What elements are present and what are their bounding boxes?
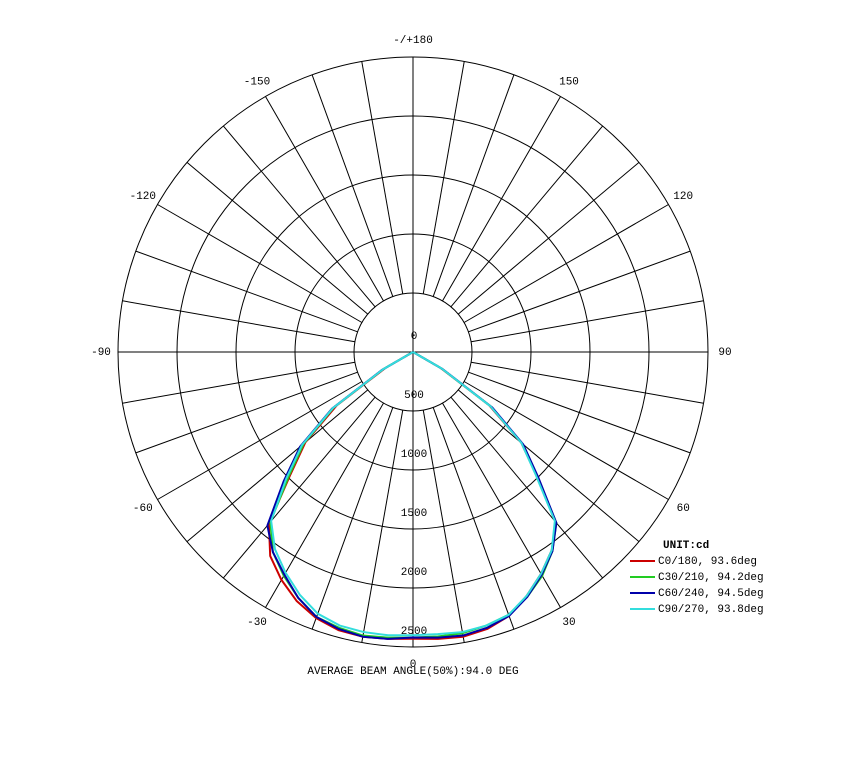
spoke-line	[450, 396, 604, 579]
theta-tick-label: -120	[130, 191, 156, 203]
spoke-line	[361, 61, 404, 294]
spoke-line	[186, 161, 369, 315]
spoke-line	[457, 389, 640, 543]
caption: AVERAGE BEAM ANGLE(50%):94.0 DEG	[307, 666, 518, 678]
spoke-line	[135, 371, 358, 454]
spoke-line	[186, 389, 369, 543]
spoke-line	[463, 381, 669, 500]
spoke-line	[311, 407, 394, 630]
spoke-line	[222, 396, 376, 579]
spoke-line	[157, 381, 363, 500]
spoke-line	[265, 96, 384, 302]
legend-label: C0/180, 93.6deg	[658, 556, 757, 568]
spoke-line	[471, 300, 704, 343]
theta-tick-label: 90	[718, 347, 731, 359]
spoke-line	[471, 361, 704, 404]
theta-tick-label: -30	[247, 617, 267, 629]
spoke-line	[311, 74, 394, 297]
spoke-line	[122, 361, 355, 404]
spoke-line	[468, 371, 691, 454]
spoke-line	[450, 125, 604, 308]
spoke-line	[432, 74, 515, 297]
r-tick-label: 500	[404, 390, 424, 402]
spoke-line	[265, 402, 384, 608]
legend-title: UNIT:cd	[663, 540, 709, 552]
theta-tick-label: -/+180	[393, 35, 433, 47]
spoke-line	[463, 204, 669, 323]
spoke-line	[222, 125, 376, 308]
legend-label: C30/210, 94.2deg	[658, 572, 764, 584]
r-tick-label: 2000	[401, 567, 427, 579]
r-tick-label: 1000	[401, 449, 427, 461]
spoke-line	[422, 61, 465, 294]
spoke-line	[457, 161, 640, 315]
spoke-line	[442, 402, 561, 608]
spoke-line	[432, 407, 515, 630]
spoke-line	[122, 300, 355, 343]
theta-tick-label: 30	[562, 617, 575, 629]
theta-tick-label: 120	[673, 191, 693, 203]
theta-tick-label: -60	[133, 503, 153, 515]
theta-tick-label: -150	[244, 77, 270, 89]
theta-tick-label: 150	[559, 77, 579, 89]
r-tick-label: 0	[411, 331, 418, 343]
theta-tick-label: 60	[677, 503, 690, 515]
spoke-line	[361, 410, 404, 643]
spoke-line	[135, 250, 358, 333]
legend-label: C60/240, 94.5deg	[658, 588, 764, 600]
spoke-line	[422, 410, 465, 643]
series-line	[266, 351, 558, 640]
spoke-line	[468, 250, 691, 333]
spoke-line	[157, 204, 363, 323]
spoke-line	[442, 96, 561, 302]
legend-label: C90/270, 93.8deg	[658, 604, 764, 616]
theta-tick-label: -90	[91, 347, 111, 359]
theta-tick-label: 0	[410, 659, 417, 671]
series-line	[270, 351, 556, 637]
r-tick-label: 1500	[401, 508, 427, 520]
